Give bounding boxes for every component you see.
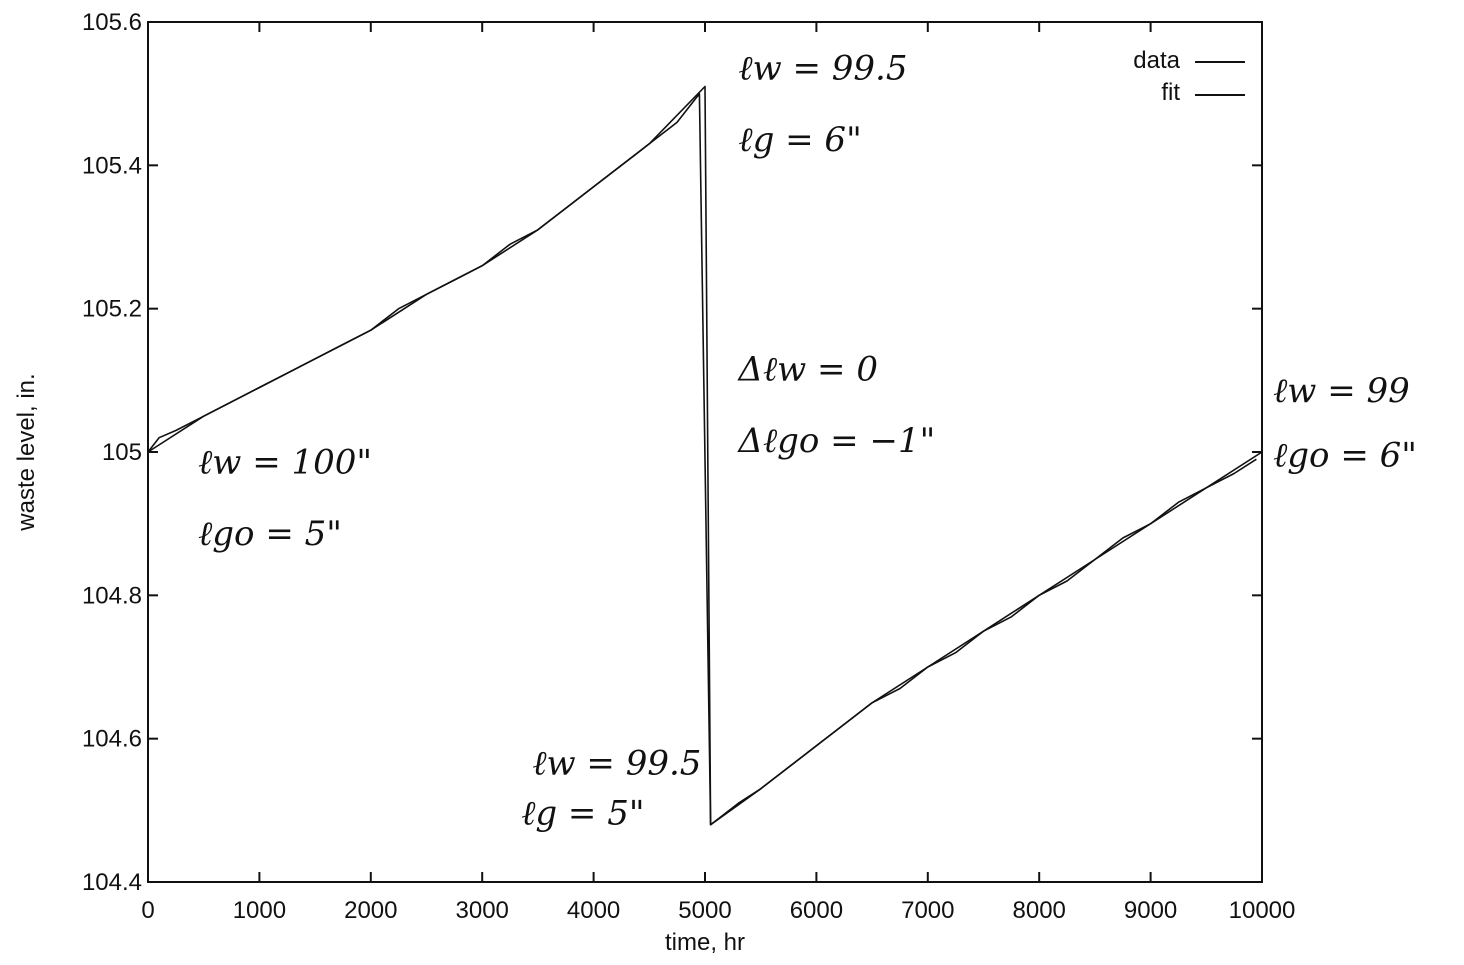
legend-label-fit: fit: [1161, 79, 1180, 106]
x-tick-label: 7000: [901, 897, 954, 924]
annotation: ℓg = 6": [738, 120, 861, 160]
y-tick-label: 105.6: [82, 9, 142, 36]
series-line-fit: [147, 85, 1263, 826]
x-tick-label: 2000: [344, 897, 397, 924]
x-tick-label: 1000: [233, 897, 286, 924]
annotation: Δℓgo = −1": [736, 421, 935, 461]
x-tick-label: 5000: [678, 897, 731, 924]
x-tick-label: 9000: [1124, 897, 1177, 924]
x-tick-label: 6000: [790, 897, 843, 924]
y-tick-label: 104.8: [82, 582, 142, 609]
annotation: ℓgo = 6": [1273, 435, 1417, 475]
annotation: ℓgo = 5": [198, 514, 342, 554]
y-tick-labels: 104.4 104.6 104.8 105 105.2 105.4 105.6: [82, 9, 142, 896]
annotation: ℓw = 99.5: [738, 48, 907, 88]
x-tick-label: 4000: [567, 897, 620, 924]
annotation: ℓw = 99: [1273, 371, 1410, 411]
y-tick-label: 105: [102, 439, 142, 466]
x-tick-labels: 0 1000 2000 3000 4000 5000 6000 7000 8000 9000 100…: [141, 897, 1295, 924]
annotations-layer: ℓw = 99.5 ℓg = 6" Δℓw = 0 Δℓgo = −1" ℓw = 10…: [198, 48, 1417, 833]
annotation: ℓg = 5": [521, 794, 644, 834]
legend: data fit: [1133, 47, 1245, 106]
y-tick-label: 105.4: [82, 152, 142, 179]
x-tick-label: 8000: [1013, 897, 1066, 924]
y-tick-label: 105.2: [82, 296, 142, 323]
x-tick-label: 10000: [1229, 897, 1296, 924]
legend-label-data: data: [1133, 47, 1180, 74]
y-tick-label: 104.4: [82, 869, 142, 896]
annotation: ℓw = 100": [198, 443, 372, 483]
ticks: [147, 21, 1263, 883]
annotation: Δℓw = 0: [736, 349, 878, 389]
x-tick-label: 0: [141, 897, 154, 924]
series-layer: [147, 85, 1263, 826]
x-axis-label: time, hr: [665, 929, 745, 956]
y-tick-label: 104.6: [82, 726, 142, 753]
x-tick-label: 3000: [456, 897, 509, 924]
y-axis-label: waste level, in.: [13, 373, 40, 531]
annotation: ℓw = 99.5: [532, 744, 701, 784]
